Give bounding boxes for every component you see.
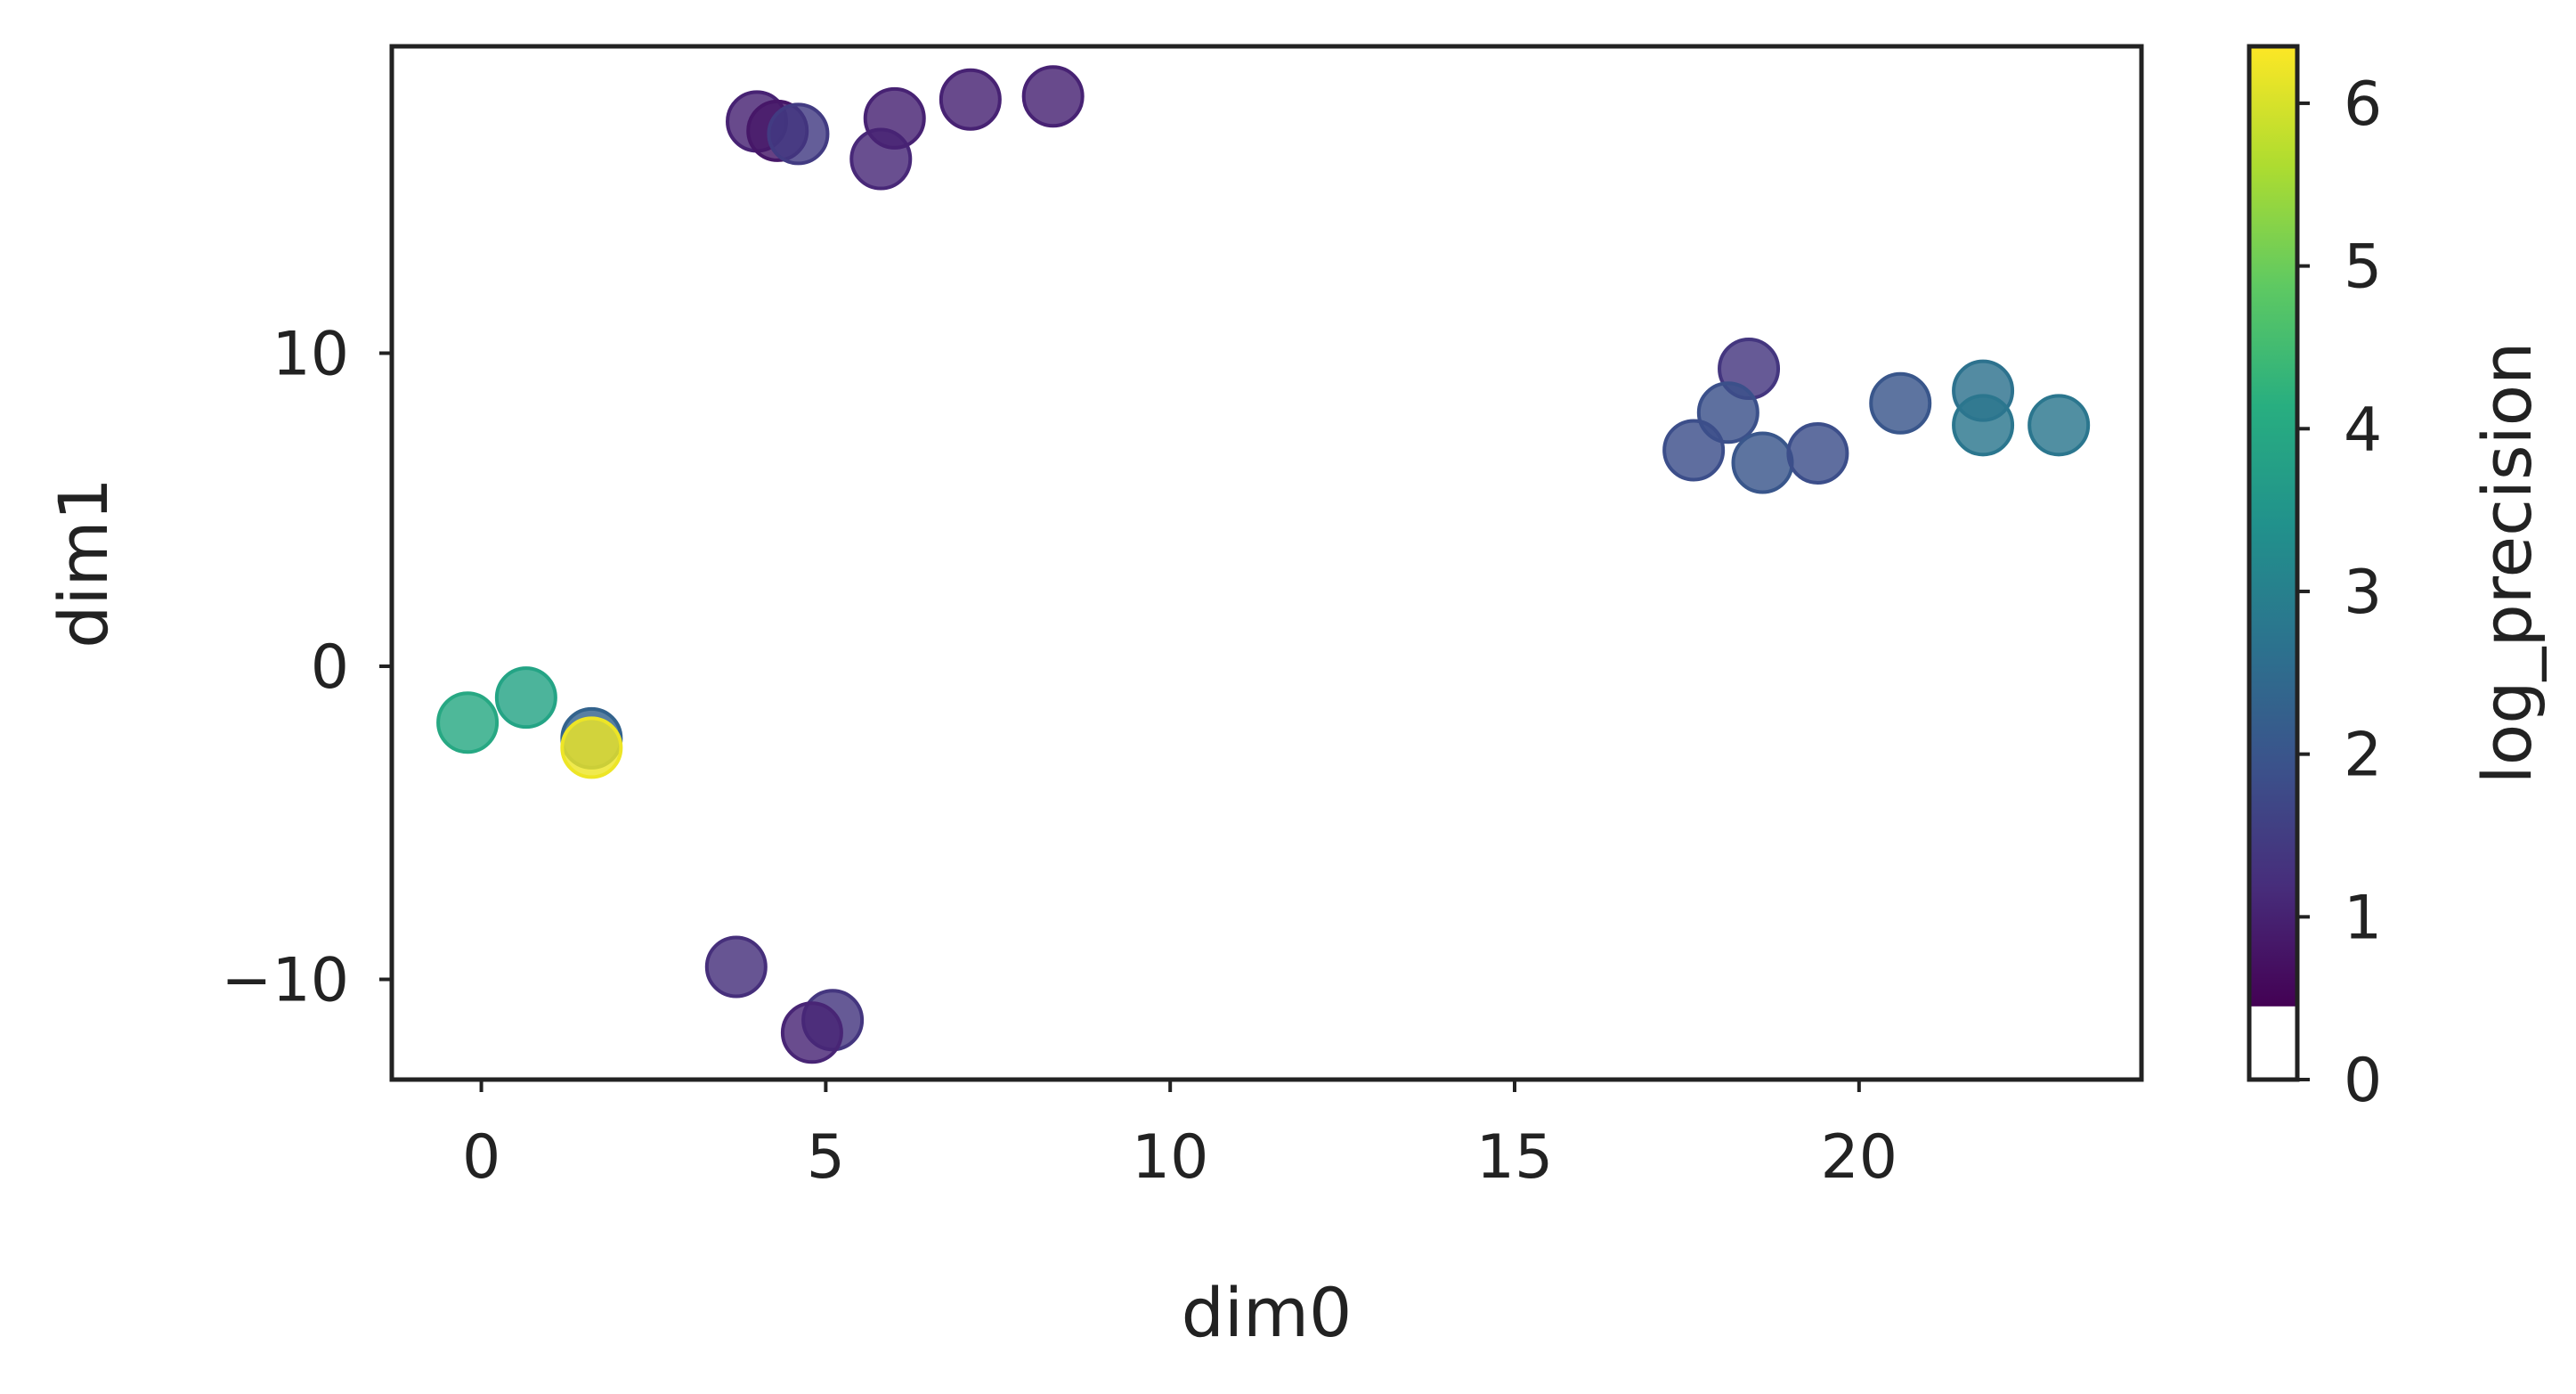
colorbar-tick-label: 2	[2344, 721, 2382, 791]
colorbar-tick-label: 6	[2344, 69, 2382, 140]
data-point-9	[939, 68, 1002, 131]
data-point-17	[1731, 431, 1794, 494]
x-axis: 0 5 10 15 20	[462, 1080, 1897, 1193]
data-point-11	[704, 935, 768, 999]
data-point-19	[1869, 371, 1932, 435]
data-point-13	[780, 1001, 843, 1064]
x-tick-label: 0	[462, 1122, 500, 1193]
y-tick-label: −10	[221, 946, 349, 1016]
colorbar-label: log_precision	[2467, 342, 2547, 785]
y-axis-label: dim1	[44, 477, 123, 648]
data-point-1	[494, 666, 557, 730]
data-point-0	[436, 691, 500, 754]
x-tick-label: 20	[1821, 1122, 1898, 1193]
plot-frame	[389, 44, 2144, 1082]
data-point-16	[1662, 419, 1726, 482]
colorbar-tick-label: 4	[2344, 395, 2382, 465]
colorbar-tick-label: 0	[2344, 1046, 2382, 1116]
y-tick-label: 0	[311, 632, 349, 703]
y-axis: −10 0 10	[221, 319, 392, 1016]
data-point-22	[2027, 394, 2091, 457]
data-point-10	[1021, 65, 1085, 128]
colorbar-ticks: 0 1 2 3 4 5 6	[2297, 69, 2382, 1116]
colorbar-tick-label: 5	[2344, 232, 2382, 303]
colorbar-tick-label: 1	[2344, 883, 2382, 953]
x-tick-label: 10	[1132, 1122, 1209, 1193]
data-point-21	[1952, 394, 2015, 457]
colorbar-tick-label: 3	[2344, 558, 2382, 628]
colorbar-gradient	[2249, 46, 2297, 1007]
data-points	[436, 65, 2091, 1064]
y-tick-label: 10	[272, 319, 349, 389]
x-axis-label: dim0	[1182, 1273, 1353, 1352]
x-tick-label: 5	[807, 1122, 845, 1193]
data-point-6	[767, 102, 830, 166]
colorbar: 0 1 2 3 4 5 6 log_precision	[2247, 44, 2547, 1116]
data-point-8	[863, 86, 926, 150]
data-point-18	[1786, 421, 1849, 485]
data-point-3	[560, 716, 623, 779]
x-tick-label: 15	[1476, 1122, 1554, 1193]
colorbar-frame	[2247, 44, 2300, 1082]
